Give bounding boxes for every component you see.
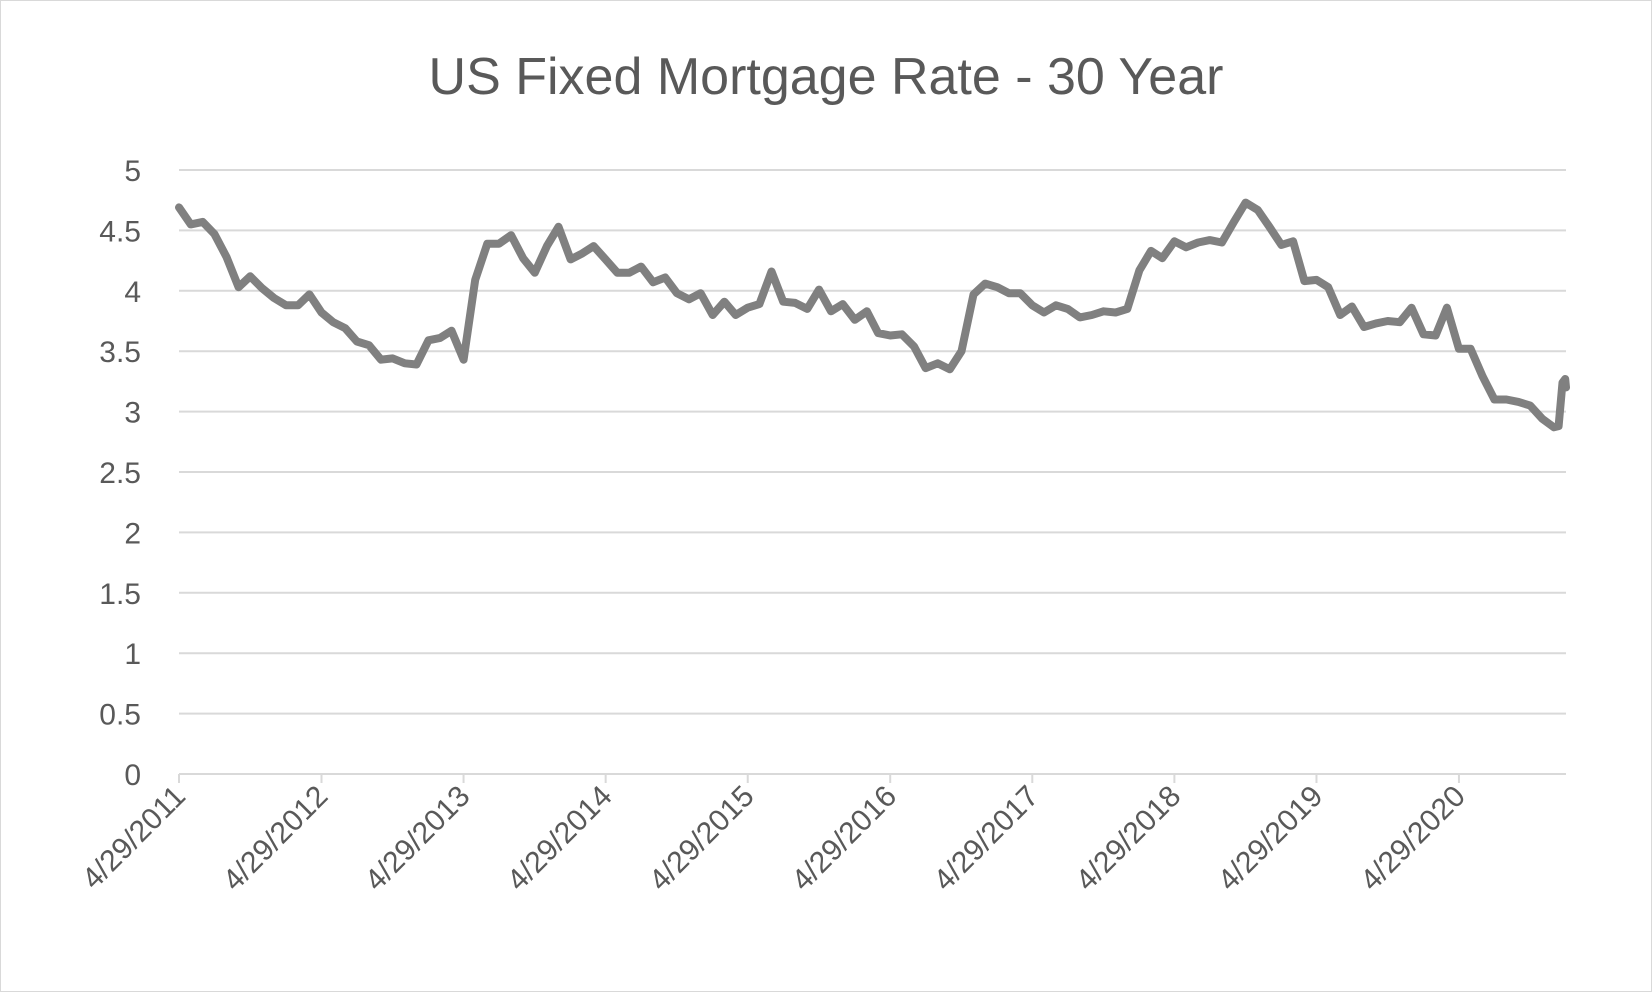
y-tick-label: 1.5 <box>99 578 141 611</box>
x-tick-label: 4/29/2018 <box>1070 780 1188 898</box>
x-tick-label: 4/29/2013 <box>359 780 477 898</box>
y-axis-ticks: 0 0.5 1 1.5 2 2.5 3 3.5 4 4.5 5 <box>99 155 141 792</box>
x-tick-label: 4/29/2015 <box>643 780 761 898</box>
y-tick-label: 2.5 <box>99 457 141 490</box>
y-tick-label: 4 <box>124 276 141 309</box>
x-tick-label: 4/29/2016 <box>785 780 903 898</box>
x-tick-label: 4/29/2011 <box>76 780 192 896</box>
y-tick-label: 0 <box>124 759 141 792</box>
x-tick-label: 4/29/2019 <box>1212 780 1330 898</box>
x-tick-label: 4/29/2020 <box>1354 780 1472 898</box>
y-tick-label: 0.5 <box>99 699 141 732</box>
chart-title: US Fixed Mortgage Rate - 30 Year <box>429 48 1224 106</box>
x-tick-label: 4/29/2017 <box>928 780 1046 898</box>
y-tick-label: 2 <box>124 517 141 550</box>
x-tick-label: 4/29/2014 <box>501 780 619 898</box>
y-tick-label: 4.5 <box>99 215 141 248</box>
series-layer <box>175 198 1570 432</box>
x-tick-label: 4/29/2012 <box>217 780 335 898</box>
series-line-0 <box>175 198 1570 432</box>
y-tick-label: 3.5 <box>99 336 141 369</box>
gridlines <box>179 169 1566 715</box>
x-axis-ticks: 4/29/2011 4/29/2012 4/29/2013 4/29/2014 4/29… <box>76 774 1472 897</box>
y-tick-label: 5 <box>124 155 141 188</box>
y-tick-label: 3 <box>124 397 141 430</box>
y-tick-label: 1 <box>124 638 141 671</box>
